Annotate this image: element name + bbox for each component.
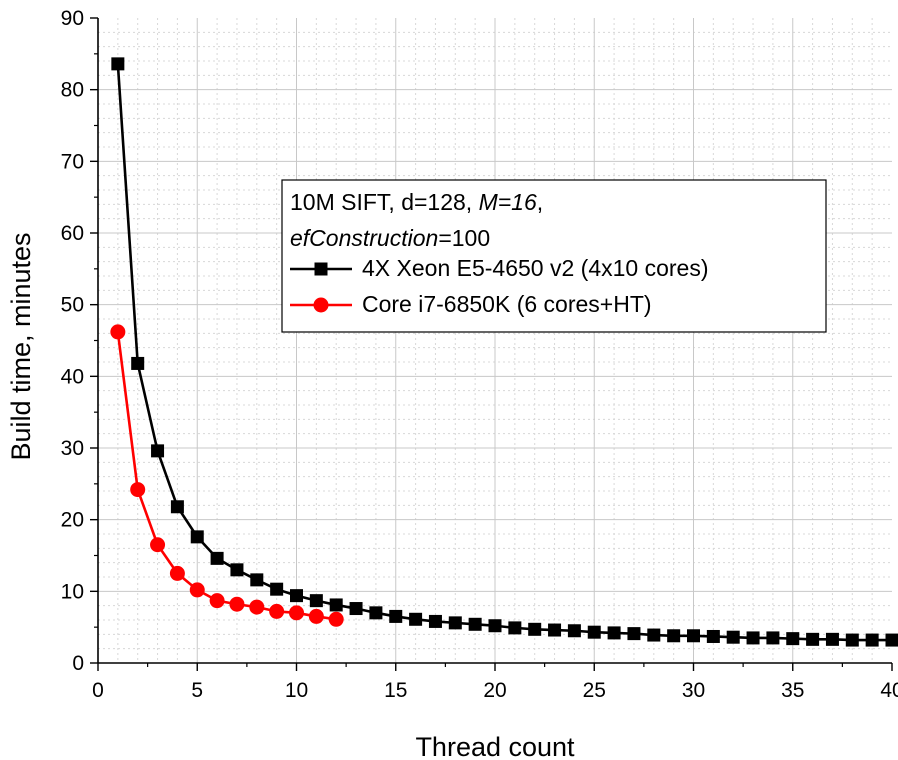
legend-label: 4X Xeon E5-4650 v2 (4x10 cores)	[362, 255, 708, 281]
data-point	[111, 57, 125, 71]
legend-title-dataset: 10M SIFT, d=128,	[290, 189, 479, 215]
data-point	[726, 630, 740, 644]
series-core-i7	[110, 324, 344, 627]
legend-title-line-2: efConstruction=100	[290, 225, 490, 251]
data-point	[229, 596, 245, 612]
grid	[98, 18, 892, 663]
x-tick-label: 40	[880, 679, 898, 702]
data-point	[667, 629, 681, 643]
data-point	[110, 324, 126, 340]
data-point	[567, 624, 581, 638]
legend-marker	[314, 262, 328, 276]
y-tick-label: 60	[61, 222, 84, 245]
data-point	[825, 632, 839, 646]
series-line	[116, 331, 337, 621]
data-point	[865, 633, 879, 647]
data-point	[190, 530, 204, 544]
y-tick-label: 20	[61, 509, 84, 532]
y-tick-label: 30	[61, 437, 84, 460]
series-line	[116, 63, 892, 642]
data-point	[607, 626, 621, 640]
legend-title-line-1: 10M SIFT, d=128, M=16,	[290, 189, 543, 215]
series-xeon	[111, 57, 898, 647]
data-point	[270, 582, 284, 596]
data-point	[189, 582, 205, 598]
data-point	[210, 551, 224, 565]
data-point	[151, 444, 165, 458]
legend-box	[281, 179, 827, 333]
axes	[90, 17, 893, 671]
data-point	[349, 602, 363, 616]
data-point	[170, 500, 184, 514]
x-tick-label: 5	[191, 679, 203, 702]
data-point	[409, 612, 423, 626]
data-point	[766, 631, 780, 645]
data-point	[289, 605, 304, 621]
y-tick-label: 70	[61, 150, 84, 173]
tick-labels: 0 5 10 15 20 25 30 35 40 0 10 20 30 40 50 60 70 80 90	[61, 7, 898, 702]
data-point	[548, 623, 562, 637]
data-point	[169, 565, 185, 581]
x-tick-label: 25	[583, 679, 606, 702]
data-point	[249, 599, 265, 615]
data-point	[746, 631, 760, 645]
legend-label: Core i7-6850K (6 cores+HT)	[362, 291, 652, 317]
data-point	[150, 537, 166, 553]
data-point	[329, 598, 343, 612]
legend-marker	[313, 297, 329, 313]
x-tick-label: 10	[285, 679, 308, 702]
data-point	[885, 633, 898, 647]
data-point	[389, 609, 403, 623]
legend-entry: 4X Xeon E5-4650 v2 (4x10 cores)	[290, 255, 708, 281]
data-point	[786, 632, 800, 646]
data-point	[627, 627, 641, 641]
data-point	[488, 619, 502, 633]
legend-entry: Core i7-6850K (6 cores+HT)	[290, 291, 652, 317]
legend-title-value: =100	[438, 225, 490, 251]
data-point	[328, 611, 344, 627]
data-point	[308, 608, 324, 624]
y-tick-label: 90	[61, 7, 84, 30]
data-point	[647, 628, 661, 642]
data-point	[131, 356, 145, 370]
data-point	[290, 589, 303, 603]
x-tick-label: 15	[384, 679, 407, 702]
data-point	[587, 625, 601, 639]
legend-entries: 4X Xeon E5-4650 v2 (4x10 cores) Core i7-6…	[290, 255, 708, 317]
series-layer	[110, 57, 898, 647]
y-tick-label: 40	[61, 365, 84, 388]
legend-title-comma: ,	[537, 189, 543, 215]
data-point	[448, 616, 462, 630]
data-point	[528, 622, 542, 636]
data-point	[845, 633, 859, 647]
data-point	[269, 603, 285, 619]
data-point	[687, 629, 700, 643]
y-tick-label: 80	[61, 79, 84, 102]
legend-title-efconstruction: efConstruction	[290, 225, 438, 251]
x-tick-label: 20	[483, 679, 506, 702]
y-axis-title: Build time, minutes	[6, 232, 36, 460]
data-point	[806, 632, 820, 646]
data-point	[428, 614, 442, 628]
data-point	[309, 594, 323, 608]
data-point	[230, 563, 244, 577]
data-point	[130, 482, 146, 498]
x-axis-title: Thread count	[415, 732, 575, 760]
x-tick-label: 35	[781, 679, 804, 702]
x-tick-label: 30	[682, 679, 705, 702]
data-point	[468, 617, 482, 631]
legend-title-m: M=16	[479, 189, 537, 215]
y-tick-label: 50	[61, 294, 84, 317]
data-point	[706, 629, 720, 643]
y-tick-label: 0	[72, 652, 84, 675]
data-point	[508, 621, 522, 635]
y-tick-label: 10	[61, 580, 84, 603]
x-tick-label: 0	[92, 679, 104, 702]
data-point	[209, 593, 225, 609]
legend: 10M SIFT, d=128, M=16, efConstruction=10…	[281, 179, 827, 333]
data-point	[369, 606, 383, 620]
data-point	[250, 573, 264, 587]
